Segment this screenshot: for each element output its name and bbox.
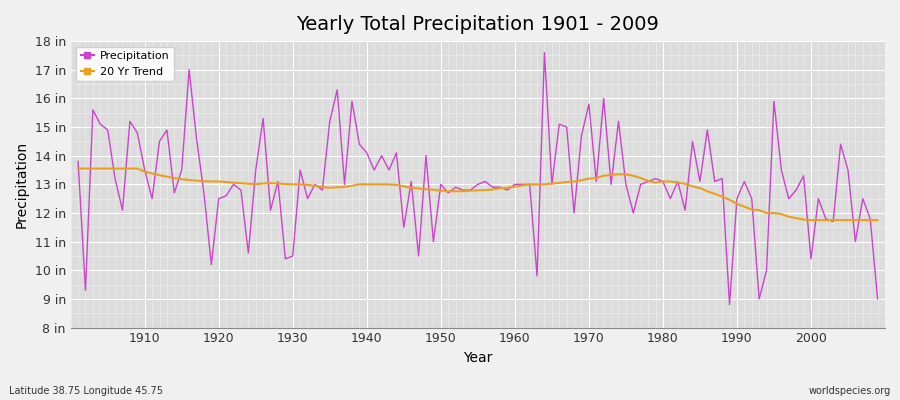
Title: Yearly Total Precipitation 1901 - 2009: Yearly Total Precipitation 1901 - 2009 [296, 15, 660, 34]
Y-axis label: Precipitation: Precipitation [15, 141, 29, 228]
Legend: Precipitation, 20 Yr Trend: Precipitation, 20 Yr Trend [76, 47, 174, 81]
X-axis label: Year: Year [464, 351, 492, 365]
Text: Latitude 38.75 Longitude 45.75: Latitude 38.75 Longitude 45.75 [9, 386, 163, 396]
Text: worldspecies.org: worldspecies.org [809, 386, 891, 396]
